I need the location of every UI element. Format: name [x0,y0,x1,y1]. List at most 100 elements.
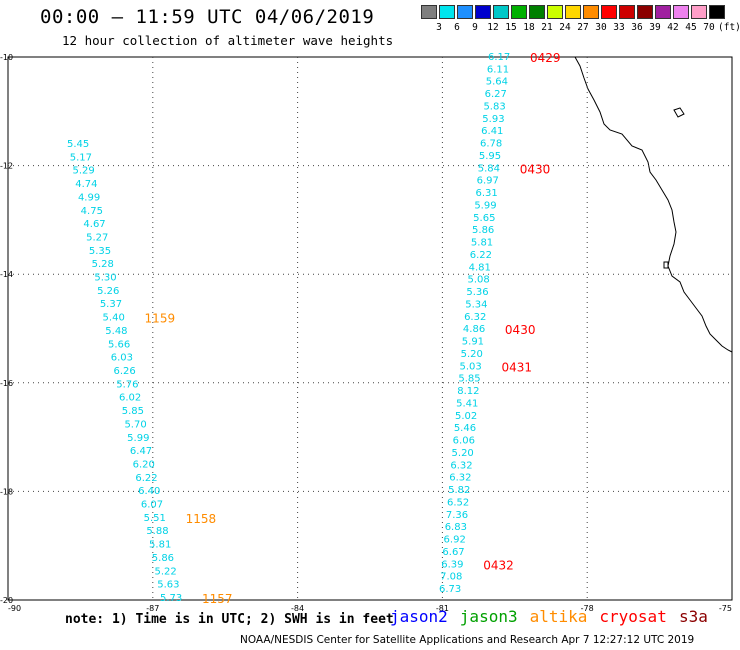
scale-label: 33 [613,22,625,33]
track-west-swh-value: 5.22 [155,566,177,577]
track-west-time-label: 1158 [186,512,217,526]
scale-label: 42 [667,22,679,33]
lon-tick-label: -78 [581,604,594,613]
track-east-swh-value: 5.85 [458,374,480,385]
track-west-swh-value: 5.35 [89,246,111,257]
graticule [8,57,732,600]
track-east-swh-value: 6.41 [481,126,503,137]
lon-tick-label: -84 [291,604,304,613]
track-east-swh-value: 5.36 [466,287,488,298]
track-west-swh-value: 6.02 [119,393,141,404]
track-east-swh-value: 7.36 [446,510,468,521]
legend-jason2: jason2 [390,607,448,626]
track-east-swh-value: 6.22 [470,250,492,261]
track-west-swh-value: 5.73 [160,593,182,604]
track-west-swh-value: 5.17 [70,152,92,163]
track-east-swh-value: 6.92 [444,535,466,546]
scale-swatch [691,5,707,19]
track-east-swh-value: 6.83 [445,522,467,533]
track-east-time-label: 0431 [502,360,533,374]
scale-swatch [583,5,599,19]
track-east-swh-value: 6.78 [480,139,502,150]
legend-altika: altika [529,607,588,626]
track-west-swh-value: 5.76 [116,379,138,390]
track-east-time-label: 0430 [505,323,536,337]
track-east-swh-value: 4.81 [469,262,491,273]
track-east-time-label: 0429 [530,51,561,65]
track-east-swh-value: 5.02 [455,411,477,422]
scale-label: 24 [559,22,571,33]
scale-label: (ft) [718,22,740,33]
scale-swatch [673,5,689,19]
track-west-swh-value: 5.51 [144,513,166,524]
track-west-swh-value: 5.40 [103,313,125,324]
scale-swatch [511,5,527,19]
map-subtitle: 12 hour collection of altimeter wave hei… [62,33,394,48]
scale-swatch [457,5,473,19]
track-west-swh-value: 5.48 [105,326,127,337]
track-east-swh-value: 5.84 [478,163,500,174]
track-west-swh-value: 5.29 [72,166,94,177]
track-east-time-label: 0430 [520,162,551,176]
track-east-swh-value: 5.20 [452,448,474,459]
lat-tick-label: -14 [0,270,13,279]
track-west-swh-value: 5.63 [157,580,179,591]
track-east-swh-value: 5.93 [482,114,504,125]
track-east-swh-value: 6.32 [450,460,472,471]
track-west-swh-value: 6.07 [141,500,163,511]
track-west-swh-value: 6.22 [135,473,157,484]
axis-labels: -90 -87 -84 -81 -78 -75 -10 -12 -14 -16 -18 -20 [0,53,732,613]
scale-swatch [421,5,437,19]
track-west-swh-value: 5.45 [67,139,89,150]
scale-swatch [619,5,635,19]
track-west-swh-value: 4.74 [75,179,97,190]
legend-s3a: s3a [679,607,708,626]
track-west-swh-value: 5.81 [149,540,171,551]
track-west-swh-value: 6.40 [138,486,160,497]
scale-swatch [709,5,725,19]
scale-swatch [655,5,671,19]
track-west-swh-value: 5.85 [122,406,144,417]
coastline [574,56,733,353]
track-west-swh-value: 5.70 [124,419,146,430]
track-west-swh-value: 4.67 [83,219,105,230]
scale-swatch [637,5,653,19]
track-east-swh-value: 6.52 [447,497,469,508]
track-west-swh-value: 4.99 [78,192,100,203]
lon-tick-label: -81 [436,604,449,613]
credit-line: NOAA/NESDIS Center for Satellite Applica… [240,634,695,646]
scale-label: 21 [541,22,553,33]
track-east-swh-value: 5.46 [454,423,476,434]
lon-tick-label: -90 [8,604,21,613]
scale-label: 45 [685,22,697,33]
scale-label: 6 [454,22,460,33]
track-east-swh-value: 6.39 [441,559,463,570]
scale-label: 30 [595,22,607,33]
track-east-swh-value: 7.08 [440,572,462,583]
track-east-swh-value: 6.11 [487,64,509,75]
scale-label: 18 [523,22,535,33]
track-east-swh-value: 6.27 [485,89,507,100]
track-west-swh-value: 5.30 [94,273,116,284]
track-east-swh-value: 5.83 [483,101,505,112]
scale-swatch [601,5,617,19]
track-east-swh-value: 5.82 [448,485,470,496]
lon-tick-label: -75 [719,604,732,613]
scale-label: 9 [472,22,478,33]
scale-swatch [475,5,491,19]
track-east-swh-value: 6.32 [464,312,486,323]
scale-swatch [547,5,563,19]
track-west-swh-value: 6.03 [111,353,133,364]
scale-label: 3 [436,22,442,33]
track-west-swh-value: 6.20 [133,459,155,470]
lat-tick-label: -16 [0,379,13,388]
track-east-swh-value: 5.86 [472,225,494,236]
track-east-swh-value: 6.31 [475,188,497,199]
track-west-swh-value: 5.27 [86,232,108,243]
track-west-time-label: 1159 [145,312,176,326]
map-frame [7,56,733,601]
track-east-swh-value: 6.97 [477,176,499,187]
lat-tick-label: -10 [0,53,13,62]
track-east-swh-value: 5.41 [456,398,478,409]
